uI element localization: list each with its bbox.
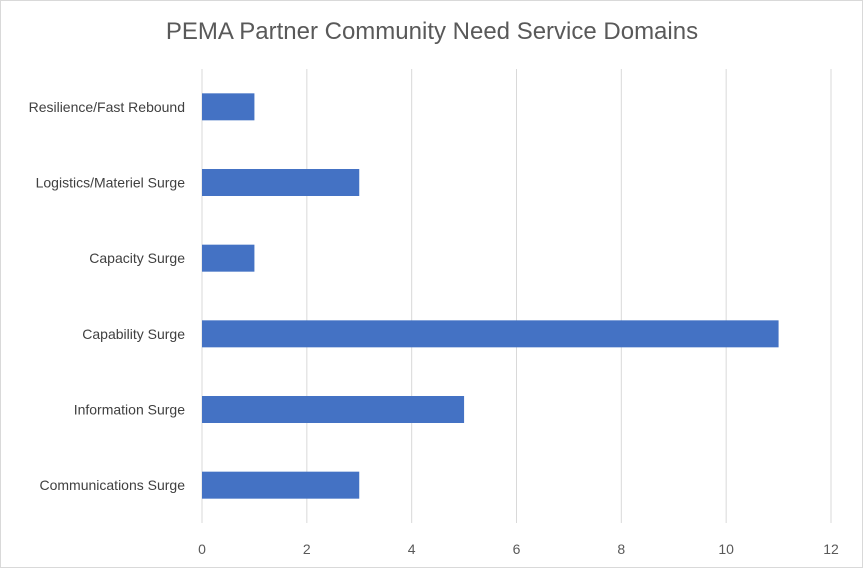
bar [202, 396, 465, 423]
category-label: Capacity Surge [89, 250, 185, 266]
x-tick-label: 2 [303, 541, 311, 557]
x-tick-label: 6 [513, 541, 521, 557]
chart-title: PEMA Partner Community Need Service Doma… [166, 18, 698, 45]
x-tick-label: 4 [408, 541, 416, 557]
category-label: Logistics/Materiel Surge [36, 175, 186, 191]
gridlines [201, 69, 832, 523]
bar [202, 93, 255, 121]
category-label: Resilience/Fast Rebound [29, 99, 185, 115]
bar [202, 244, 255, 272]
x-tick-label: 8 [617, 541, 625, 557]
x-tick-label: 10 [718, 541, 734, 557]
x-tick-label: 0 [198, 541, 206, 557]
category-label: Communications Surge [39, 477, 185, 493]
x-axis-ticks: 0 2 4 6 8 10 12 [198, 541, 839, 557]
category-labels: Resilience/Fast Rebound Logistics/Materie… [29, 99, 186, 493]
bar [202, 320, 779, 348]
bars [202, 93, 779, 499]
bar [202, 169, 360, 196]
category-label: Capability Surge [82, 326, 185, 342]
x-tick-label: 12 [823, 541, 839, 557]
category-label: Information Surge [74, 402, 185, 418]
bar [202, 471, 360, 499]
